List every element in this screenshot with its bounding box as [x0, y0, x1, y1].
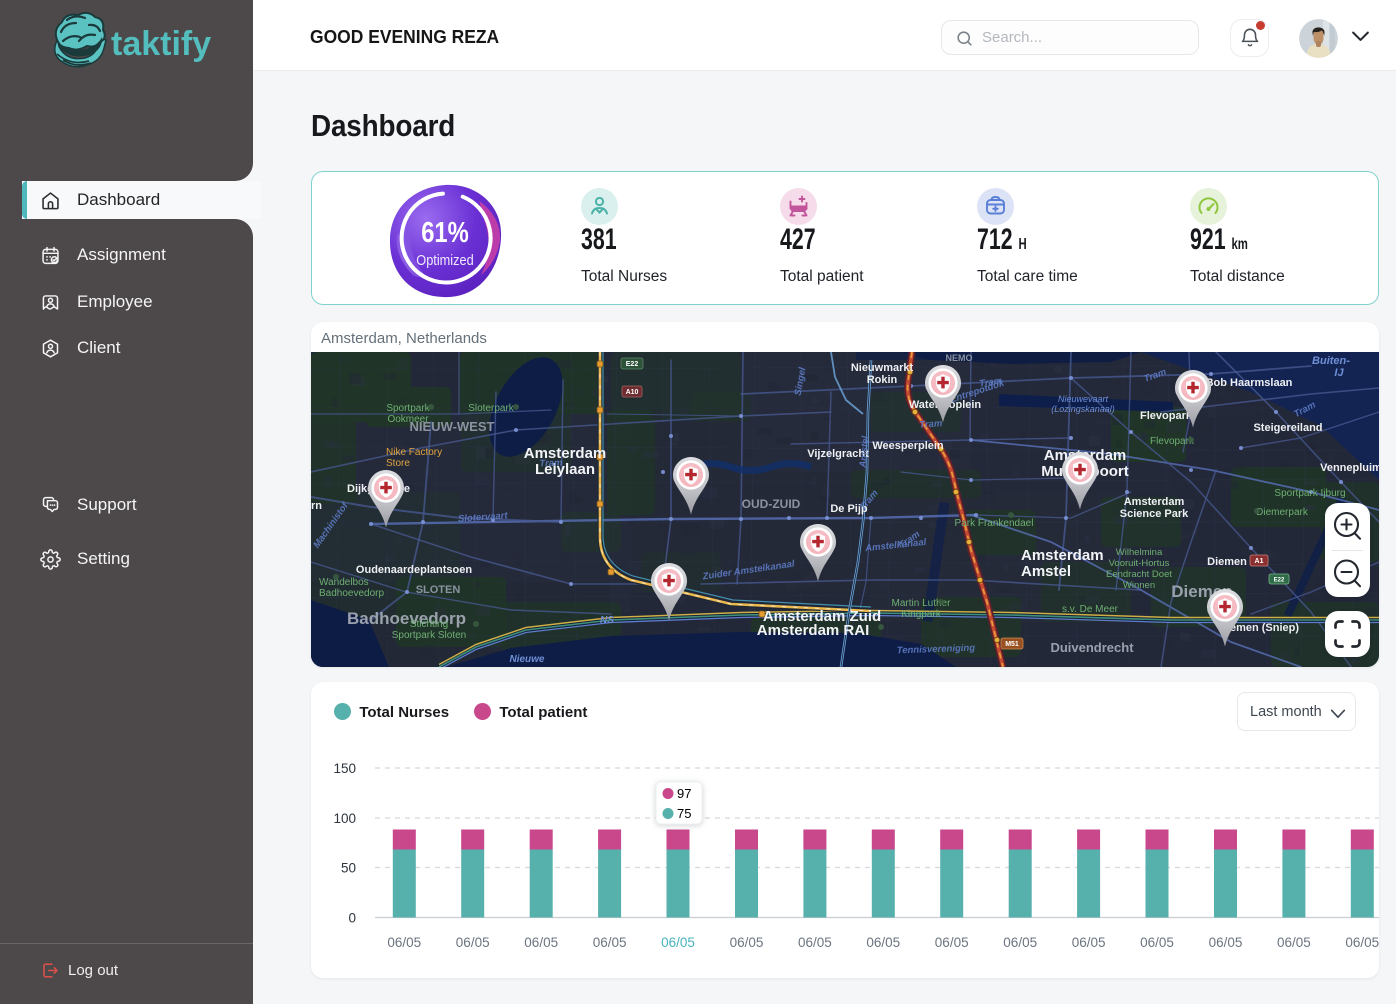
svg-text:06/05: 06/05 — [730, 935, 764, 950]
svg-text:Amsterdam: Amsterdam — [1021, 547, 1104, 564]
svg-text:Sloterpark: Sloterpark — [468, 403, 515, 414]
svg-text:taktify: taktify — [111, 25, 211, 63]
svg-text:Nike Factory: Nike Factory — [386, 447, 442, 458]
svg-text:Diemen: Diemen — [1207, 556, 1247, 568]
svg-text:Wandelbos: Wandelbos — [319, 577, 369, 588]
svg-text:Vijzelgracht: Vijzelgracht — [807, 448, 869, 460]
svg-text:NIEUW-WEST: NIEUW-WEST — [410, 419, 495, 434]
svg-text:Martin Luther: Martin Luther — [892, 598, 952, 609]
svg-text:06/05: 06/05 — [798, 935, 832, 950]
svg-text:Stichting: Stichting — [410, 619, 448, 630]
svg-text:Singel: Singel — [793, 366, 809, 396]
svg-text:Tram: Tram — [539, 458, 563, 470]
svg-text:Steigereiland: Steigereiland — [1253, 422, 1322, 434]
svg-text:Science Park: Science Park — [1120, 508, 1189, 520]
svg-text:M51: M51 — [1005, 641, 1019, 648]
svg-text:Badhoevedorp: Badhoevedorp — [319, 588, 384, 599]
svg-text:Amstel: Amstel — [858, 435, 872, 469]
svg-text:OUD-ZUID: OUD-ZUID — [742, 497, 801, 511]
svg-text:Rokin: Rokin — [867, 374, 898, 386]
svg-text:06/05: 06/05 — [524, 935, 558, 950]
svg-text:Oudenaardeplantsoen: Oudenaardeplantsoen — [356, 564, 472, 576]
svg-text:Vooruit-Hortus: Vooruit-Hortus — [1109, 558, 1170, 569]
svg-text:Sportpark: Sportpark — [386, 403, 430, 414]
svg-text:Amsterdam RAI: Amsterdam RAI — [757, 622, 870, 639]
svg-text:Wilhelmina: Wilhelmina — [1116, 547, 1163, 558]
svg-text:Nieuwe: Nieuwe — [509, 654, 544, 665]
svg-text:SLOTEN: SLOTEN — [416, 584, 461, 596]
svg-text:Nieuwmarkt: Nieuwmarkt — [851, 362, 914, 374]
svg-text:A10: A10 — [626, 389, 639, 396]
svg-text:97: 97 — [677, 786, 691, 801]
svg-text:Tram: Tram — [978, 375, 1003, 389]
svg-text:Winnen: Winnen — [1123, 580, 1155, 591]
svg-text:06/05: 06/05 — [1140, 935, 1174, 950]
svg-text:E22: E22 — [1274, 577, 1285, 583]
svg-text:Duivendrecht: Duivendrecht — [1050, 640, 1134, 655]
svg-text:Diemen (Sniep): Diemen (Sniep) — [1219, 622, 1299, 634]
svg-text:A1: A1 — [1255, 558, 1264, 565]
svg-text:Eendracht Doet: Eendracht Doet — [1106, 569, 1172, 580]
svg-text:Optimized: Optimized — [416, 252, 473, 268]
svg-text:De Pijp: De Pijp — [830, 503, 868, 515]
svg-text:150: 150 — [333, 761, 356, 776]
svg-text:Badhoevedorp: Badhoevedorp — [347, 609, 466, 628]
svg-text:Amsterdam: Amsterdam — [524, 445, 607, 462]
svg-text:Flevopark: Flevopark — [1140, 410, 1193, 422]
svg-text:Park Frankendael: Park Frankendael — [955, 518, 1034, 529]
svg-text:Vennepluimstr: Vennepluimstr — [1320, 462, 1379, 474]
svg-text:Amsterdam Zuid: Amsterdam Zuid — [763, 608, 881, 625]
svg-text:Amsterdam: Amsterdam — [1124, 496, 1185, 508]
svg-text:NEMO: NEMO — [946, 353, 973, 363]
svg-text:100: 100 — [333, 811, 356, 826]
svg-text:Sportpark Sloten: Sportpark Sloten — [392, 630, 467, 641]
svg-text:Slotervaart: Slotervaart — [458, 510, 509, 524]
svg-text:06/05: 06/05 — [866, 935, 900, 950]
svg-text:Buiten-: Buiten- — [1312, 355, 1350, 367]
svg-text:NS: NS — [600, 615, 614, 626]
svg-text:Nieuwevaart: Nieuwevaart — [1058, 394, 1109, 404]
svg-text:50: 50 — [341, 861, 356, 876]
svg-text:Flevopark: Flevopark — [1150, 436, 1195, 447]
svg-text:06/05: 06/05 — [935, 935, 969, 950]
svg-text:06/05: 06/05 — [593, 935, 627, 950]
svg-text:06/05: 06/05 — [1209, 935, 1243, 950]
svg-text:06/05: 06/05 — [1003, 935, 1037, 950]
svg-text:06/05: 06/05 — [661, 935, 695, 950]
svg-text:0: 0 — [348, 911, 356, 926]
svg-text:Kingpark: Kingpark — [901, 609, 941, 620]
svg-text:Store: Store — [386, 458, 410, 469]
svg-text:Bob Haarmslaan: Bob Haarmslaan — [1206, 377, 1293, 389]
svg-text:75: 75 — [677, 806, 691, 821]
svg-text:(Lozingskanaal): (Lozingskanaal) — [1051, 404, 1115, 414]
svg-text:Weesperplein: Weesperplein — [872, 440, 944, 452]
svg-text:E22: E22 — [626, 361, 639, 368]
svg-text:06/05: 06/05 — [1072, 935, 1106, 950]
svg-text:Tennisvereniging: Tennisvereniging — [897, 643, 976, 657]
svg-text:IJ: IJ — [1334, 367, 1344, 379]
svg-text:rn: rn — [311, 500, 322, 512]
svg-text:Amstel: Amstel — [1021, 563, 1071, 580]
svg-text:s.v. De Meer: s.v. De Meer — [1062, 604, 1119, 615]
svg-text:Tram: Tram — [919, 418, 943, 431]
svg-text:06/05: 06/05 — [456, 935, 490, 950]
svg-text:61%: 61% — [421, 216, 469, 249]
svg-text:06/05: 06/05 — [1277, 935, 1311, 950]
svg-text:Ookmeer: Ookmeer — [387, 414, 429, 425]
svg-text:06/05: 06/05 — [1345, 935, 1379, 950]
svg-text:06/05: 06/05 — [387, 935, 421, 950]
svg-text:Lelylaan: Lelylaan — [535, 461, 595, 478]
svg-text:Sportpark Ijburg: Sportpark Ijburg — [1274, 488, 1345, 499]
svg-text:Diemerpark: Diemerpark — [1256, 507, 1309, 518]
